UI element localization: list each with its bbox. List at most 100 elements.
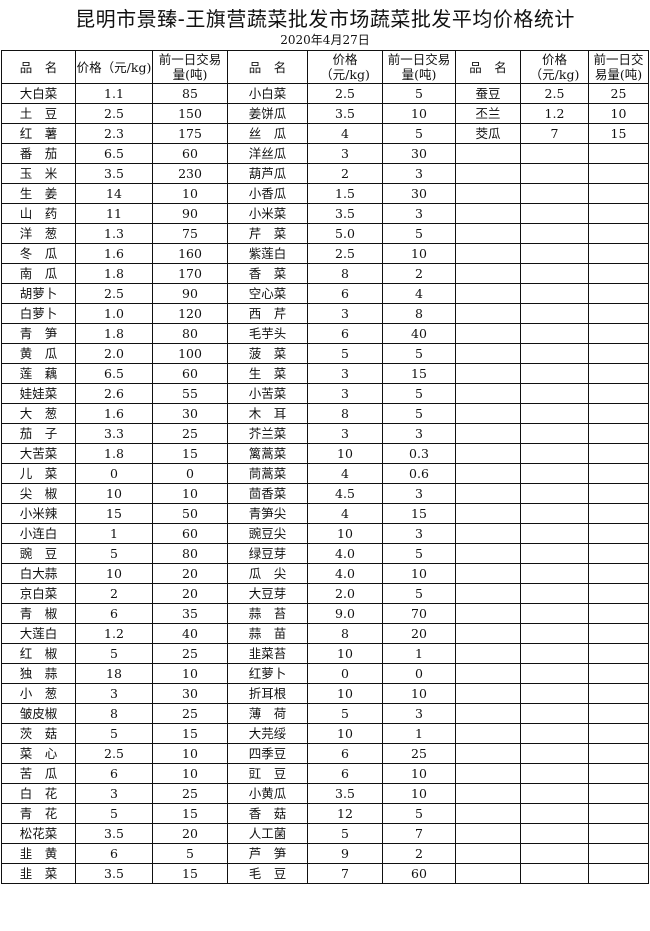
cell-name <box>455 363 521 384</box>
cell-name: 小香瓜 <box>227 183 308 204</box>
cell-name: 瓜 尖 <box>227 563 308 584</box>
cell-price: 3.5 <box>75 863 153 884</box>
cell-volume: 175 <box>152 123 228 144</box>
cell-volume: 10 <box>152 743 228 764</box>
cell-volume: 30 <box>152 683 228 704</box>
cell-price: 6 <box>75 603 153 624</box>
cell-volume: 150 <box>152 103 228 124</box>
cell-volume: 10 <box>588 103 649 124</box>
cell-name: 芹 菜 <box>227 223 308 244</box>
cell-price: 3.5 <box>307 103 383 124</box>
cell-name: 冬 瓜 <box>1 243 76 264</box>
cell-volume <box>588 303 649 324</box>
cell-volume: 5 <box>382 583 456 604</box>
table-row: 茨 菇 5 15 大芫绥 10 1 <box>1 723 649 744</box>
cell-name: 蚕豆 <box>455 83 521 104</box>
cell-name: 小米菜 <box>227 203 308 224</box>
cell-name: 茴香菜 <box>227 483 308 504</box>
cell-volume: 40 <box>382 323 456 344</box>
cell-price: 4 <box>307 123 383 144</box>
cell-price: 2.0 <box>307 583 383 604</box>
cell-volume: 25 <box>152 703 228 724</box>
cell-volume <box>588 823 649 844</box>
cell-price <box>520 303 589 324</box>
cell-price <box>520 543 589 564</box>
cell-price: 3 <box>307 303 383 324</box>
cell-name <box>455 223 521 244</box>
cell-price: 4 <box>307 503 383 524</box>
cell-price: 8 <box>75 703 153 724</box>
cell-name <box>455 343 521 364</box>
cell-volume <box>588 163 649 184</box>
cell-price: 5.0 <box>307 223 383 244</box>
cell-name: 青 笋 <box>1 323 76 344</box>
cell-price <box>520 403 589 424</box>
cell-name: 黄 瓜 <box>1 343 76 364</box>
cell-name <box>455 763 521 784</box>
cell-name: 毛 豆 <box>227 863 308 884</box>
cell-name: 菜 心 <box>1 743 76 764</box>
cell-name: 红 椒 <box>1 643 76 664</box>
cell-name: 大 葱 <box>1 403 76 424</box>
cell-volume: 75 <box>152 223 228 244</box>
table-row: 尖 椒 10 10 茴香菜 4.5 3 <box>1 483 649 504</box>
cell-price: 14 <box>75 183 153 204</box>
cell-price: 4.0 <box>307 543 383 564</box>
cell-volume: 55 <box>152 383 228 404</box>
cell-price: 0 <box>307 663 383 684</box>
cell-volume: 60 <box>152 143 228 164</box>
table-row: 娃娃菜 2.6 55 小苦菜 3 5 <box>1 383 649 404</box>
cell-name <box>455 163 521 184</box>
cell-price <box>520 243 589 264</box>
cell-volume: 30 <box>382 183 456 204</box>
cell-name: 篱蒿菜 <box>227 443 308 464</box>
cell-price: 5 <box>75 543 153 564</box>
cell-name: 红 薯 <box>1 123 76 144</box>
cell-name: 香 菇 <box>227 803 308 824</box>
cell-volume: 120 <box>152 303 228 324</box>
cell-name <box>455 863 521 884</box>
cell-name <box>455 623 521 644</box>
cell-volume <box>588 403 649 424</box>
cell-name: 小苦菜 <box>227 383 308 404</box>
cell-name: 空心菜 <box>227 283 308 304</box>
cell-price: 1.8 <box>75 443 153 464</box>
cell-name: 丕兰 <box>455 103 521 124</box>
cell-price: 5 <box>75 803 153 824</box>
cell-volume: 25 <box>152 783 228 804</box>
cell-volume: 25 <box>382 743 456 764</box>
cell-volume: 25 <box>152 643 228 664</box>
report-date: 2020年4月27日 <box>280 33 370 47</box>
cell-volume: 2 <box>382 263 456 284</box>
cell-volume: 20 <box>152 583 228 604</box>
cell-price: 2.5 <box>520 83 589 104</box>
cell-price: 2.0 <box>75 343 153 364</box>
cell-price <box>520 603 589 624</box>
cell-volume <box>588 323 649 344</box>
cell-name: 胡萝卜 <box>1 283 76 304</box>
cell-price: 2.5 <box>307 83 383 104</box>
cell-name: 生 姜 <box>1 183 76 204</box>
cell-name: 儿 菜 <box>1 463 76 484</box>
table-row: 小米辣 15 50 青笋尖 4 15 <box>1 503 649 524</box>
cell-volume: 10 <box>382 103 456 124</box>
cell-price: 8 <box>307 403 383 424</box>
table-row: 白大蒜 10 20 瓜 尖 4.0 10 <box>1 563 649 584</box>
cell-name <box>455 243 521 264</box>
cell-name: 白大蒜 <box>1 563 76 584</box>
cell-name: 白 花 <box>1 783 76 804</box>
cell-name: 小连白 <box>1 523 76 544</box>
cell-price: 1.5 <box>307 183 383 204</box>
cell-name: 娃娃菜 <box>1 383 76 404</box>
cell-name: 莲 藕 <box>1 363 76 384</box>
cell-name: 香 菜 <box>227 263 308 284</box>
cell-name: 苦 瓜 <box>1 763 76 784</box>
header-name: 品 名 <box>455 50 521 84</box>
cell-name: 洋丝瓜 <box>227 143 308 164</box>
cell-volume: 3 <box>382 163 456 184</box>
cell-volume: 5 <box>382 403 456 424</box>
cell-name <box>455 323 521 344</box>
cell-name: 小 葱 <box>1 683 76 704</box>
cell-name: 茄 子 <box>1 423 76 444</box>
table-row: 冬 瓜 1.6 160 紫莲白 2.5 10 <box>1 243 649 264</box>
